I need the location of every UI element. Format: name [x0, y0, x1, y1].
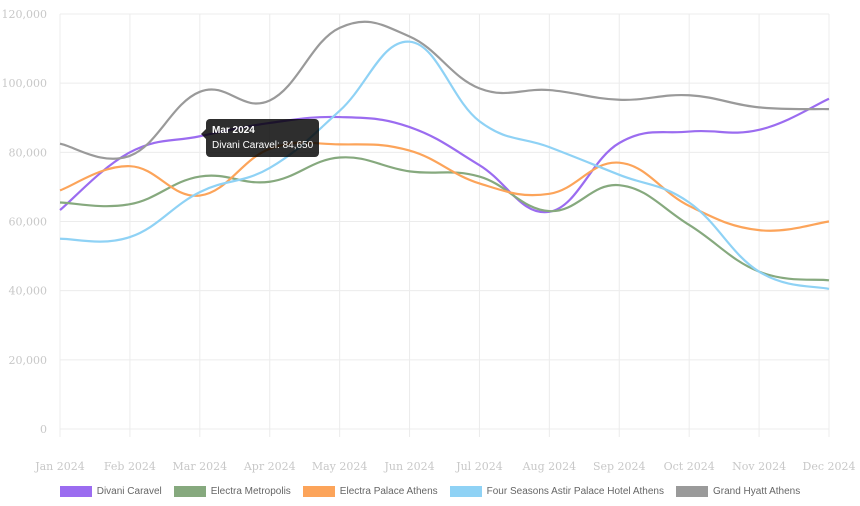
legend-label: Divani Caravel [96, 486, 162, 497]
legend-label: Four Seasons Astir Palace Hotel Athens [486, 486, 664, 497]
legend-swatch [173, 486, 206, 497]
y-tick-label: 80,000 [9, 146, 48, 159]
series-line-electra-palace-athens [59, 141, 830, 232]
x-tick-label: Dec 2024 [803, 460, 856, 473]
x-tick-label: Oct 2024 [664, 460, 715, 473]
x-tick-label: Feb 2024 [104, 460, 156, 473]
x-tick-label: Aug 2024 [522, 460, 577, 473]
series-line-electra-metropolis [59, 156, 830, 282]
x-tick-label: Sep 2024 [593, 460, 646, 473]
x-tick-label: Jul 2024 [455, 460, 503, 473]
series-line-four-seasons-astir-palace-hotel-athens [59, 40, 830, 291]
legend: Divani Caravel Electra Metropolis Electra … [0, 486, 860, 497]
legend-swatch [675, 486, 708, 497]
y-tick-label: 0 [40, 423, 47, 436]
legend-item[interactable]: Four Seasons Astir Palace Hotel Athens [449, 486, 664, 497]
y-tick-label: 20,000 [9, 354, 48, 367]
x-tick-label: May 2024 [312, 460, 368, 473]
legend-item[interactable]: Electra Metropolis [173, 486, 291, 497]
x-tick-label: Nov 2024 [732, 460, 786, 473]
legend-swatch [302, 486, 335, 497]
x-tick-label: Apr 2024 [243, 460, 296, 473]
legend-item[interactable]: Divani Caravel [59, 486, 162, 497]
tooltip-label: Divani Caravel: 84,650 [212, 140, 314, 151]
y-tick-label: 60,000 [9, 216, 48, 229]
series-line-grand-hyatt-athens [59, 20, 830, 160]
y-tick-label: 40,000 [9, 285, 48, 298]
legend-item[interactable]: Electra Palace Athens [302, 486, 438, 497]
y-tick-label: 120,000 [2, 8, 48, 21]
x-tick-label: Jun 2024 [384, 460, 435, 473]
x-tick-label: Mar 2024 [173, 460, 228, 473]
legend-label: Electra Palace Athens [339, 486, 438, 497]
legend-swatch [59, 486, 92, 497]
series-line-divani-caravel [59, 97, 830, 214]
x-tick-label: Jan 2024 [34, 460, 85, 473]
legend-swatch [449, 486, 482, 497]
legend-item[interactable]: Grand Hyatt Athens [675, 486, 801, 497]
legend-label: Electra Metropolis [210, 486, 291, 497]
legend-label: Grand Hyatt Athens [712, 486, 801, 497]
tooltip: Mar 2024 Divani Caravel: 84,650 [200, 119, 320, 157]
y-tick-label: 100,000 [2, 77, 48, 90]
tooltip-title: Mar 2024 [212, 125, 255, 136]
